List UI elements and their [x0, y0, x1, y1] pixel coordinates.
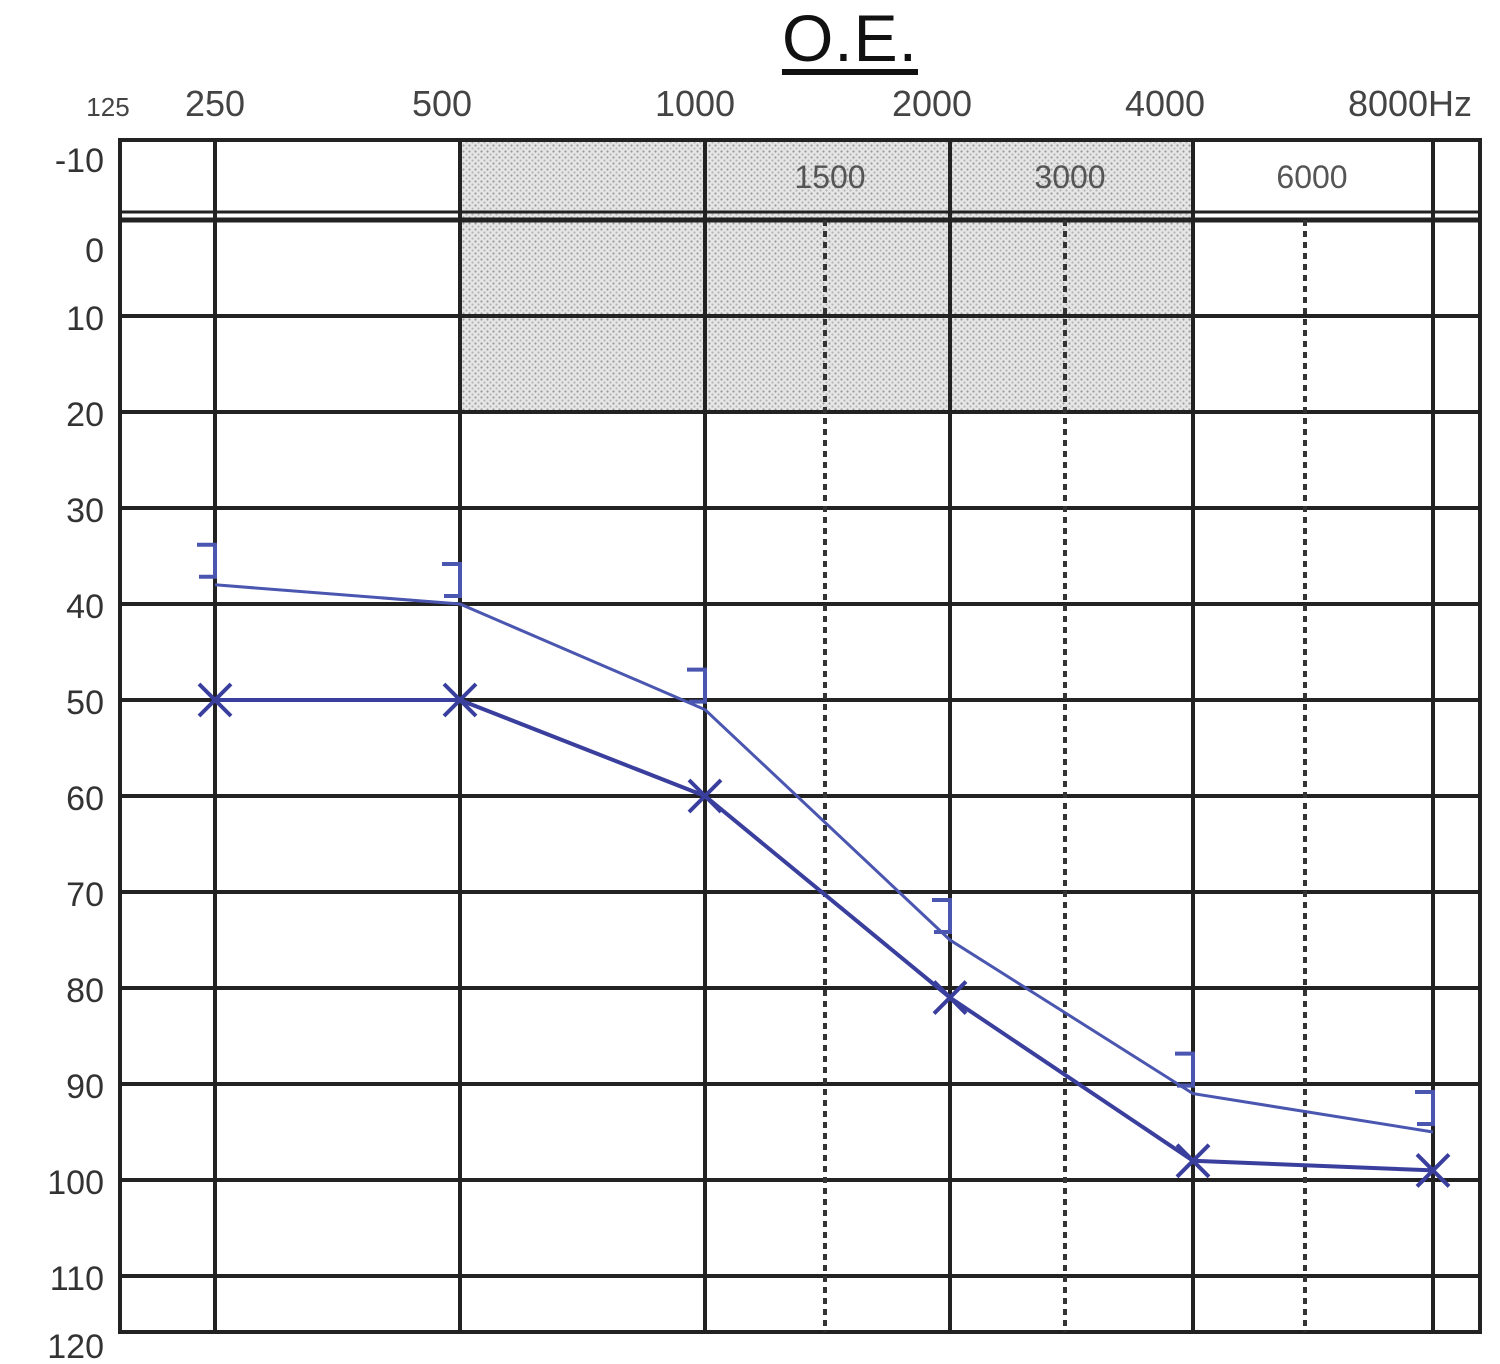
marker-x-0	[197, 682, 233, 718]
db-label-7: 60	[66, 780, 104, 818]
series-line-0	[214, 583, 1434, 1134]
freq-label-0: 125	[86, 92, 129, 122]
freq-label-6: 8000Hz	[1348, 83, 1472, 124]
marker-bracket-3	[932, 898, 952, 934]
marker-x-1	[442, 682, 478, 718]
inter-freq-label-1: 3000	[1034, 159, 1105, 195]
marker-bracket-4	[1175, 1051, 1195, 1088]
db-label-6: 50	[66, 684, 104, 722]
db-label-5: 40	[66, 588, 104, 626]
db-label-2: 10	[66, 300, 104, 338]
inter-freq-label-0: 1500	[794, 159, 865, 195]
db-label-8: 70	[66, 876, 104, 914]
db-label-11: 100	[47, 1164, 104, 1202]
freq-label-4: 2000	[892, 83, 972, 124]
freq-label-1: 250	[185, 83, 245, 124]
db-label-9: 80	[66, 972, 104, 1010]
db-label-0: -10	[55, 142, 104, 180]
freq-label-2: 500	[412, 83, 472, 124]
db-label-13: 120	[47, 1328, 104, 1364]
db-label-10: 90	[66, 1068, 104, 1106]
marker-bracket-1	[442, 562, 462, 598]
freq-label-5: 4000	[1125, 83, 1205, 124]
db-label-12: 110	[50, 1260, 104, 1298]
marker-x-3	[932, 980, 968, 1016]
marker-x-5	[1415, 1152, 1451, 1188]
freq-label-3: 1000	[655, 83, 735, 124]
chart-title: O.E.	[781, 1, 919, 75]
db-label-4: 30	[66, 492, 104, 530]
series-line-1	[215, 698, 1434, 1173]
chart-frame	[118, 138, 1482, 1334]
inter-freq-label-2: 6000	[1276, 159, 1347, 195]
marker-x-4	[1175, 1143, 1211, 1179]
db-label-1: 0	[85, 232, 104, 270]
marker-bracket-5	[1415, 1090, 1435, 1126]
db-label-3: 20	[66, 396, 104, 434]
marker-bracket-0	[197, 542, 217, 579]
marker-x-2	[687, 778, 723, 814]
marker-bracket-2	[687, 667, 707, 704]
